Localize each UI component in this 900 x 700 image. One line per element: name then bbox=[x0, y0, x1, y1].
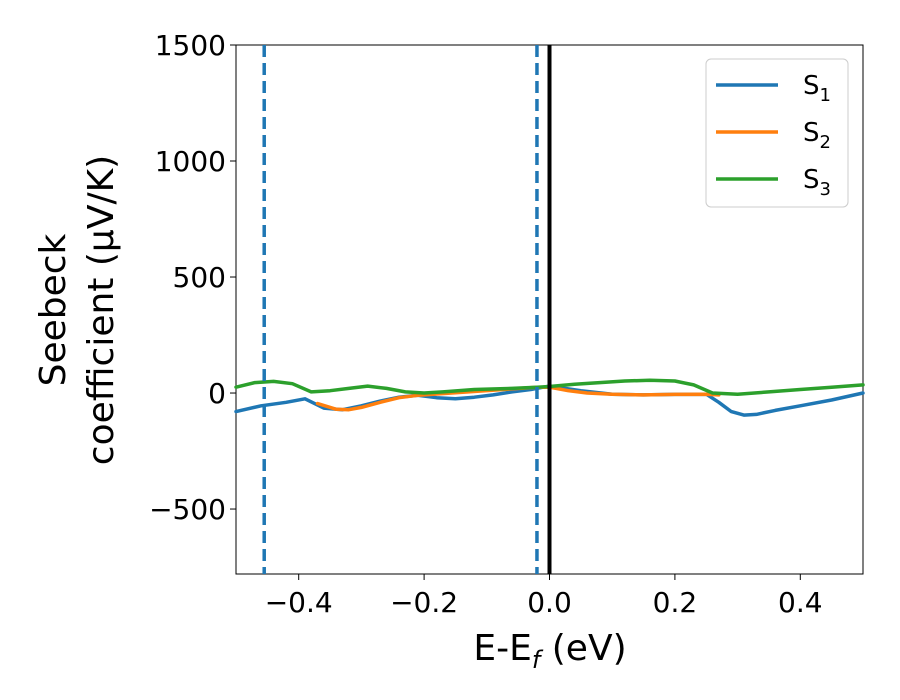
legend-label-s1: S1 bbox=[803, 71, 831, 106]
legend-entries: S1 S2 S3 bbox=[716, 71, 831, 200]
y-tick-label: −500 bbox=[149, 493, 226, 526]
y-tick-label: 1000 bbox=[155, 145, 226, 178]
x-tick-label: 0.2 bbox=[653, 586, 698, 619]
x-tick-label: 0.4 bbox=[778, 586, 823, 619]
x-tick-label: −0.2 bbox=[390, 586, 458, 619]
x-axis-title: E-Ef (eV) bbox=[473, 628, 626, 674]
vline-layer bbox=[262, 45, 552, 574]
legend-label-s2: S2 bbox=[803, 118, 831, 153]
y-tick-label: 0 bbox=[208, 377, 226, 410]
legend: S1 S2 S3 bbox=[705, 58, 849, 208]
y-tick-label: 500 bbox=[173, 261, 226, 294]
x-tick-label: −0.4 bbox=[265, 586, 333, 619]
legend-label-s3: S3 bbox=[803, 165, 831, 200]
y-axis-title-line2: coefficient (μV/K) bbox=[81, 155, 122, 465]
x-tick-label: 0.0 bbox=[527, 586, 572, 619]
series-line-s3 bbox=[234, 378, 865, 396]
y-axis-title-line1: Seebeck bbox=[33, 233, 74, 386]
y-tick-label: 1500 bbox=[155, 29, 226, 62]
axis-layer: −0.4 −0.2 0.0 0.2 0.4 −500 0 500 1000 1500 bbox=[149, 29, 822, 619]
